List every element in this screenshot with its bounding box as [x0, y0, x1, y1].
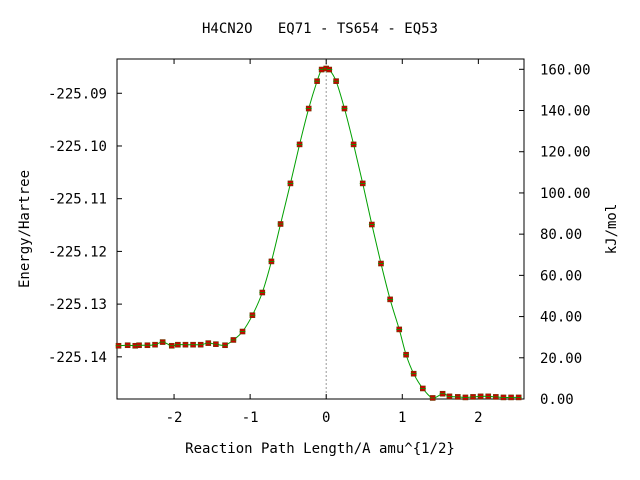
plot-border — [116, 58, 525, 400]
data-point — [115, 342, 122, 349]
y2-tick-label: 60.00 — [540, 268, 582, 284]
data-point — [182, 341, 189, 348]
x-tick-label: -1 — [242, 410, 259, 426]
data-point — [296, 141, 303, 148]
data-point — [197, 341, 204, 348]
y-tick-label: -225.11 — [48, 192, 107, 208]
y-tick-label: -225.14 — [48, 350, 107, 366]
data-point — [368, 221, 375, 228]
data-point — [249, 312, 256, 318]
y2-tick-label: 120.00 — [540, 145, 591, 161]
plot-frame — [116, 58, 525, 400]
x-tick-label: 2 — [474, 410, 482, 426]
data-point — [144, 342, 151, 349]
data-point — [396, 326, 403, 333]
data-point — [305, 105, 312, 112]
data-point — [410, 370, 417, 377]
y2-tick-label: 80.00 — [540, 227, 582, 243]
data-point — [239, 328, 246, 335]
data-point — [277, 221, 284, 227]
y-tick-label: -225.09 — [48, 86, 107, 102]
data-point — [454, 394, 461, 400]
data-point — [333, 78, 340, 84]
data-point — [314, 78, 321, 84]
data-point — [446, 393, 453, 400]
data-point — [230, 337, 237, 343]
data-point — [287, 180, 294, 187]
data-point — [152, 341, 159, 348]
data-point — [124, 342, 131, 349]
y2-tick-label: 20.00 — [540, 351, 582, 367]
y2-tick-label: 100.00 — [540, 186, 591, 202]
energy-series — [115, 65, 522, 401]
data-point — [470, 394, 477, 400]
data-point — [168, 342, 175, 349]
data-point — [212, 341, 219, 347]
data-point — [268, 258, 275, 265]
data-point — [508, 394, 515, 401]
data-point — [462, 394, 469, 401]
data-point — [136, 342, 143, 349]
data-point — [429, 395, 436, 401]
data-point — [403, 351, 410, 358]
y2-tick-label: 140.00 — [540, 104, 591, 120]
data-point — [492, 394, 499, 400]
x-tick-label: 1 — [398, 410, 406, 426]
y-tick-label: -225.10 — [48, 139, 107, 155]
y-tick-label: -225.12 — [48, 244, 107, 260]
x-tick-label: -2 — [166, 410, 183, 426]
y-tick-label: -225.13 — [48, 297, 107, 313]
y2-tick-label: 40.00 — [540, 310, 582, 326]
data-point — [190, 341, 197, 348]
y2-axis-ticks: 0.00 20.00 40.00 60.00 80.00 100.00 120.00 140.… — [519, 62, 591, 408]
data-point — [515, 394, 522, 401]
data-point — [205, 340, 212, 346]
y2-axis-title: kJ/mol — [604, 204, 620, 255]
data-point — [326, 66, 333, 73]
data-point — [439, 390, 446, 397]
data-point — [477, 393, 484, 400]
data-point — [174, 341, 181, 348]
y2-tick-label: 0.00 — [540, 392, 574, 408]
y-axis-title: Energy/Hartree — [17, 170, 33, 288]
data-point — [419, 385, 426, 392]
data-point — [159, 339, 166, 345]
x-tick-label: 0 — [322, 410, 330, 426]
data-point — [500, 394, 507, 401]
data-point — [259, 289, 266, 296]
data-point — [377, 260, 384, 267]
data-point — [222, 342, 229, 349]
data-point — [359, 180, 366, 187]
chart-title: H4CN2O EQ71 - TS654 - EQ53 — [202, 21, 438, 37]
y2-tick-label: 160.00 — [540, 62, 591, 78]
data-point — [341, 105, 348, 112]
y-axis-ticks: -225.14 -225.13 -225.12 -225.11 -225.10 -225.… — [48, 86, 122, 366]
energy-curve — [118, 67, 519, 399]
x-axis-title: Reaction Path Length/A amu^{1/2} — [185, 441, 455, 457]
data-point — [350, 141, 357, 148]
data-point — [387, 296, 394, 303]
x-axis-ticks: -2 -1 0 1 2 — [166, 59, 483, 426]
data-point — [485, 393, 492, 400]
